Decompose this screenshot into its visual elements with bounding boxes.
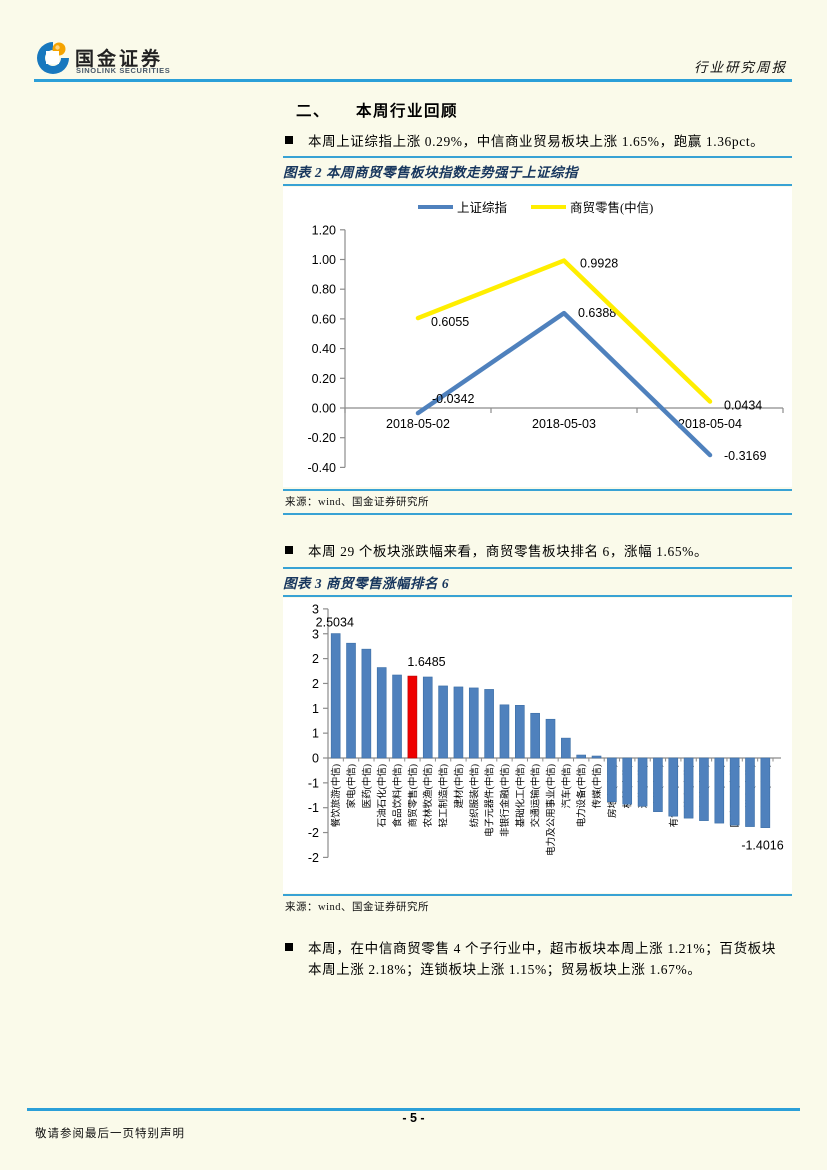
bullet-text: 本周，在中信商贸零售 4 个子行业中，超市板块本周上涨 1.21%；百货板块本周… (308, 941, 776, 977)
svg-text:-0.20: -0.20 (308, 431, 337, 445)
line-chart-svg: 上证综指 商贸零售(中信) 1.20 1.00 0.80 0.60 0.40 0.20 0.00… (308, 200, 784, 475)
footer-rule (27, 1108, 800, 1111)
svg-text:0.20: 0.20 (312, 372, 336, 386)
svg-text:农林牧渔(中信): 农林牧渔(中信) (422, 764, 434, 827)
bar-chart: 3 3 2 2 1 1 0 -1 -1 -2 -2 餐饮旅游(中信) 家电(中信) 医药(中信) 石油石化(… (283, 598, 792, 893)
header-rule (34, 79, 792, 82)
svg-text:-1: -1 (308, 776, 319, 790)
svg-text:电子元器件(中信): 电子元器件(中信) (484, 764, 496, 837)
svg-text:2: 2 (312, 652, 319, 666)
svg-text:汽车(中信): 汽车(中信) (560, 764, 572, 808)
report-type-label: 行业研究周报 (694, 60, 787, 75)
figure3-source: 来源：wind、国金证券研究所 (285, 902, 429, 913)
bullet-text: 本周上证综指上涨 0.29%，中信商业贸易板块上涨 1.65%，跑赢 1.36p… (308, 134, 765, 149)
section-index: 二、 (296, 103, 331, 120)
svg-text:商贸零售(中信): 商贸零售(中信) (407, 764, 419, 827)
svg-text:纺织服装(中信): 纺织服装(中信) (468, 764, 480, 827)
figure3-caption: 图表 3 商贸零售涨幅排名 6 (283, 576, 450, 591)
footer-disclaimer: 敬请参阅最后一页特别声明 (35, 1128, 185, 1140)
svg-text:3: 3 (312, 627, 319, 641)
svg-text:电力设备(中信): 电力设备(中信) (576, 764, 588, 827)
svg-text:-1: -1 (308, 801, 319, 815)
page-number: - 5 - (402, 1111, 425, 1125)
svg-text:电力及公用事业(中信): 电力及公用事业(中信) (545, 764, 557, 856)
svg-text:2018-05-02: 2018-05-02 (386, 417, 450, 431)
figure2-top-rule (283, 156, 792, 158)
svg-text:2018-05-04: 2018-05-04 (678, 417, 742, 431)
svg-text:-0.3169: -0.3169 (724, 449, 766, 463)
svg-text:1.20: 1.20 (312, 223, 336, 237)
svg-text:0.6388: 0.6388 (578, 306, 616, 320)
svg-text:0.80: 0.80 (312, 283, 336, 297)
figure3-caption-rule (283, 595, 792, 597)
logo-text-cn: 国金证券 (75, 49, 164, 70)
svg-text:石油石化(中信): 石油石化(中信) (376, 764, 388, 827)
svg-text:1.00: 1.00 (312, 253, 336, 267)
bullet-marker-icon (285, 943, 293, 951)
svg-text:建材(中信): 建材(中信) (453, 764, 465, 808)
bullet-marker-icon (285, 546, 293, 554)
bullet-marker-icon (285, 136, 293, 144)
svg-text:3: 3 (312, 602, 319, 616)
svg-text:1: 1 (312, 727, 319, 741)
svg-text:2018-05-03: 2018-05-03 (532, 417, 596, 431)
svg-text:2: 2 (312, 677, 319, 691)
svg-text:0.40: 0.40 (312, 342, 336, 356)
svg-text:-0.0342: -0.0342 (432, 392, 474, 406)
bullet-item: 本周 29 个板块涨跌幅来看，商贸零售板块排名 6，涨幅 1.65%。 (285, 541, 795, 562)
svg-text:基础化工(中信): 基础化工(中信) (514, 764, 526, 827)
figure2-caption: 图表 2 本周商贸零售板块指数走势强于上证综指 (283, 165, 578, 180)
figure3-top-rule (283, 567, 792, 569)
svg-text:医药(中信): 医药(中信) (361, 764, 373, 808)
svg-text:0.6055: 0.6055 (431, 315, 469, 329)
bullet-item: 本周，在中信商贸零售 4 个子行业中，超市板块本周上涨 1.21%；百货板块本周… (285, 938, 780, 980)
svg-text:0.9928: 0.9928 (580, 257, 618, 271)
figure2-source: 来源：wind、国金证券研究所 (285, 497, 429, 508)
svg-text:非银行金融(中信): 非银行金融(中信) (499, 764, 511, 837)
svg-text:上证综指: 上证综指 (457, 200, 507, 215)
svg-text:0.0434: 0.0434 (724, 399, 762, 413)
svg-text:家电(中信): 家电(中信) (346, 764, 358, 808)
svg-text:-2: -2 (308, 851, 319, 865)
svg-text:交通运输(中信): 交通运输(中信) (530, 764, 542, 827)
svg-text:-0.40: -0.40 (308, 461, 337, 475)
bar-chart-svg: 3 3 2 2 1 1 0 -1 -1 -2 -2 餐饮旅游(中信) 家电(中信) 医药(中信) 石油石化(… (308, 602, 784, 865)
section-heading: 二、 本周行业回顾 (296, 99, 458, 121)
section-title: 本周行业回顾 (356, 103, 459, 120)
figure2-end-rule (283, 513, 792, 515)
logo-text-en: SINOLINK SECURITIES (76, 66, 171, 75)
svg-text:-1.4016: -1.4016 (741, 839, 783, 853)
bullet-text: 本周 29 个板块涨跌幅来看，商贸零售板块排名 6，涨幅 1.65%。 (308, 544, 709, 559)
svg-text:1: 1 (312, 702, 319, 716)
bullet-item: 本周上证综指上涨 0.29%，中信商业贸易板块上涨 1.65%，跑赢 1.36p… (285, 131, 795, 152)
header-logo: 国金证券 SINOLINK SECURITIES (35, 40, 455, 80)
svg-text:0.00: 0.00 (312, 402, 336, 416)
svg-text:轻工制造(中信): 轻工制造(中信) (438, 764, 450, 827)
svg-text:-2: -2 (308, 826, 319, 840)
svg-text:食品饮料(中信): 食品饮料(中信) (392, 764, 404, 827)
figure2-bottom-rule (283, 489, 792, 491)
svg-text:传媒(中信): 传媒(中信) (591, 764, 603, 808)
sinolink-logo-icon (37, 42, 69, 74)
svg-text:商贸零售(中信): 商贸零售(中信) (570, 200, 653, 215)
svg-text:1.6485: 1.6485 (407, 655, 445, 669)
svg-text:0: 0 (312, 752, 319, 766)
figure3-bottom-rule (283, 894, 792, 896)
line-chart: 上证综指 商贸零售(中信) 1.20 1.00 0.80 0.60 0.40 0.20 0.00… (283, 187, 792, 487)
figure2-caption-rule (283, 184, 792, 186)
svg-text:0.60: 0.60 (312, 312, 336, 326)
svg-text:2.5034: 2.5034 (316, 616, 354, 630)
svg-text:餐饮旅游(中信): 餐饮旅游(中信) (330, 764, 342, 827)
